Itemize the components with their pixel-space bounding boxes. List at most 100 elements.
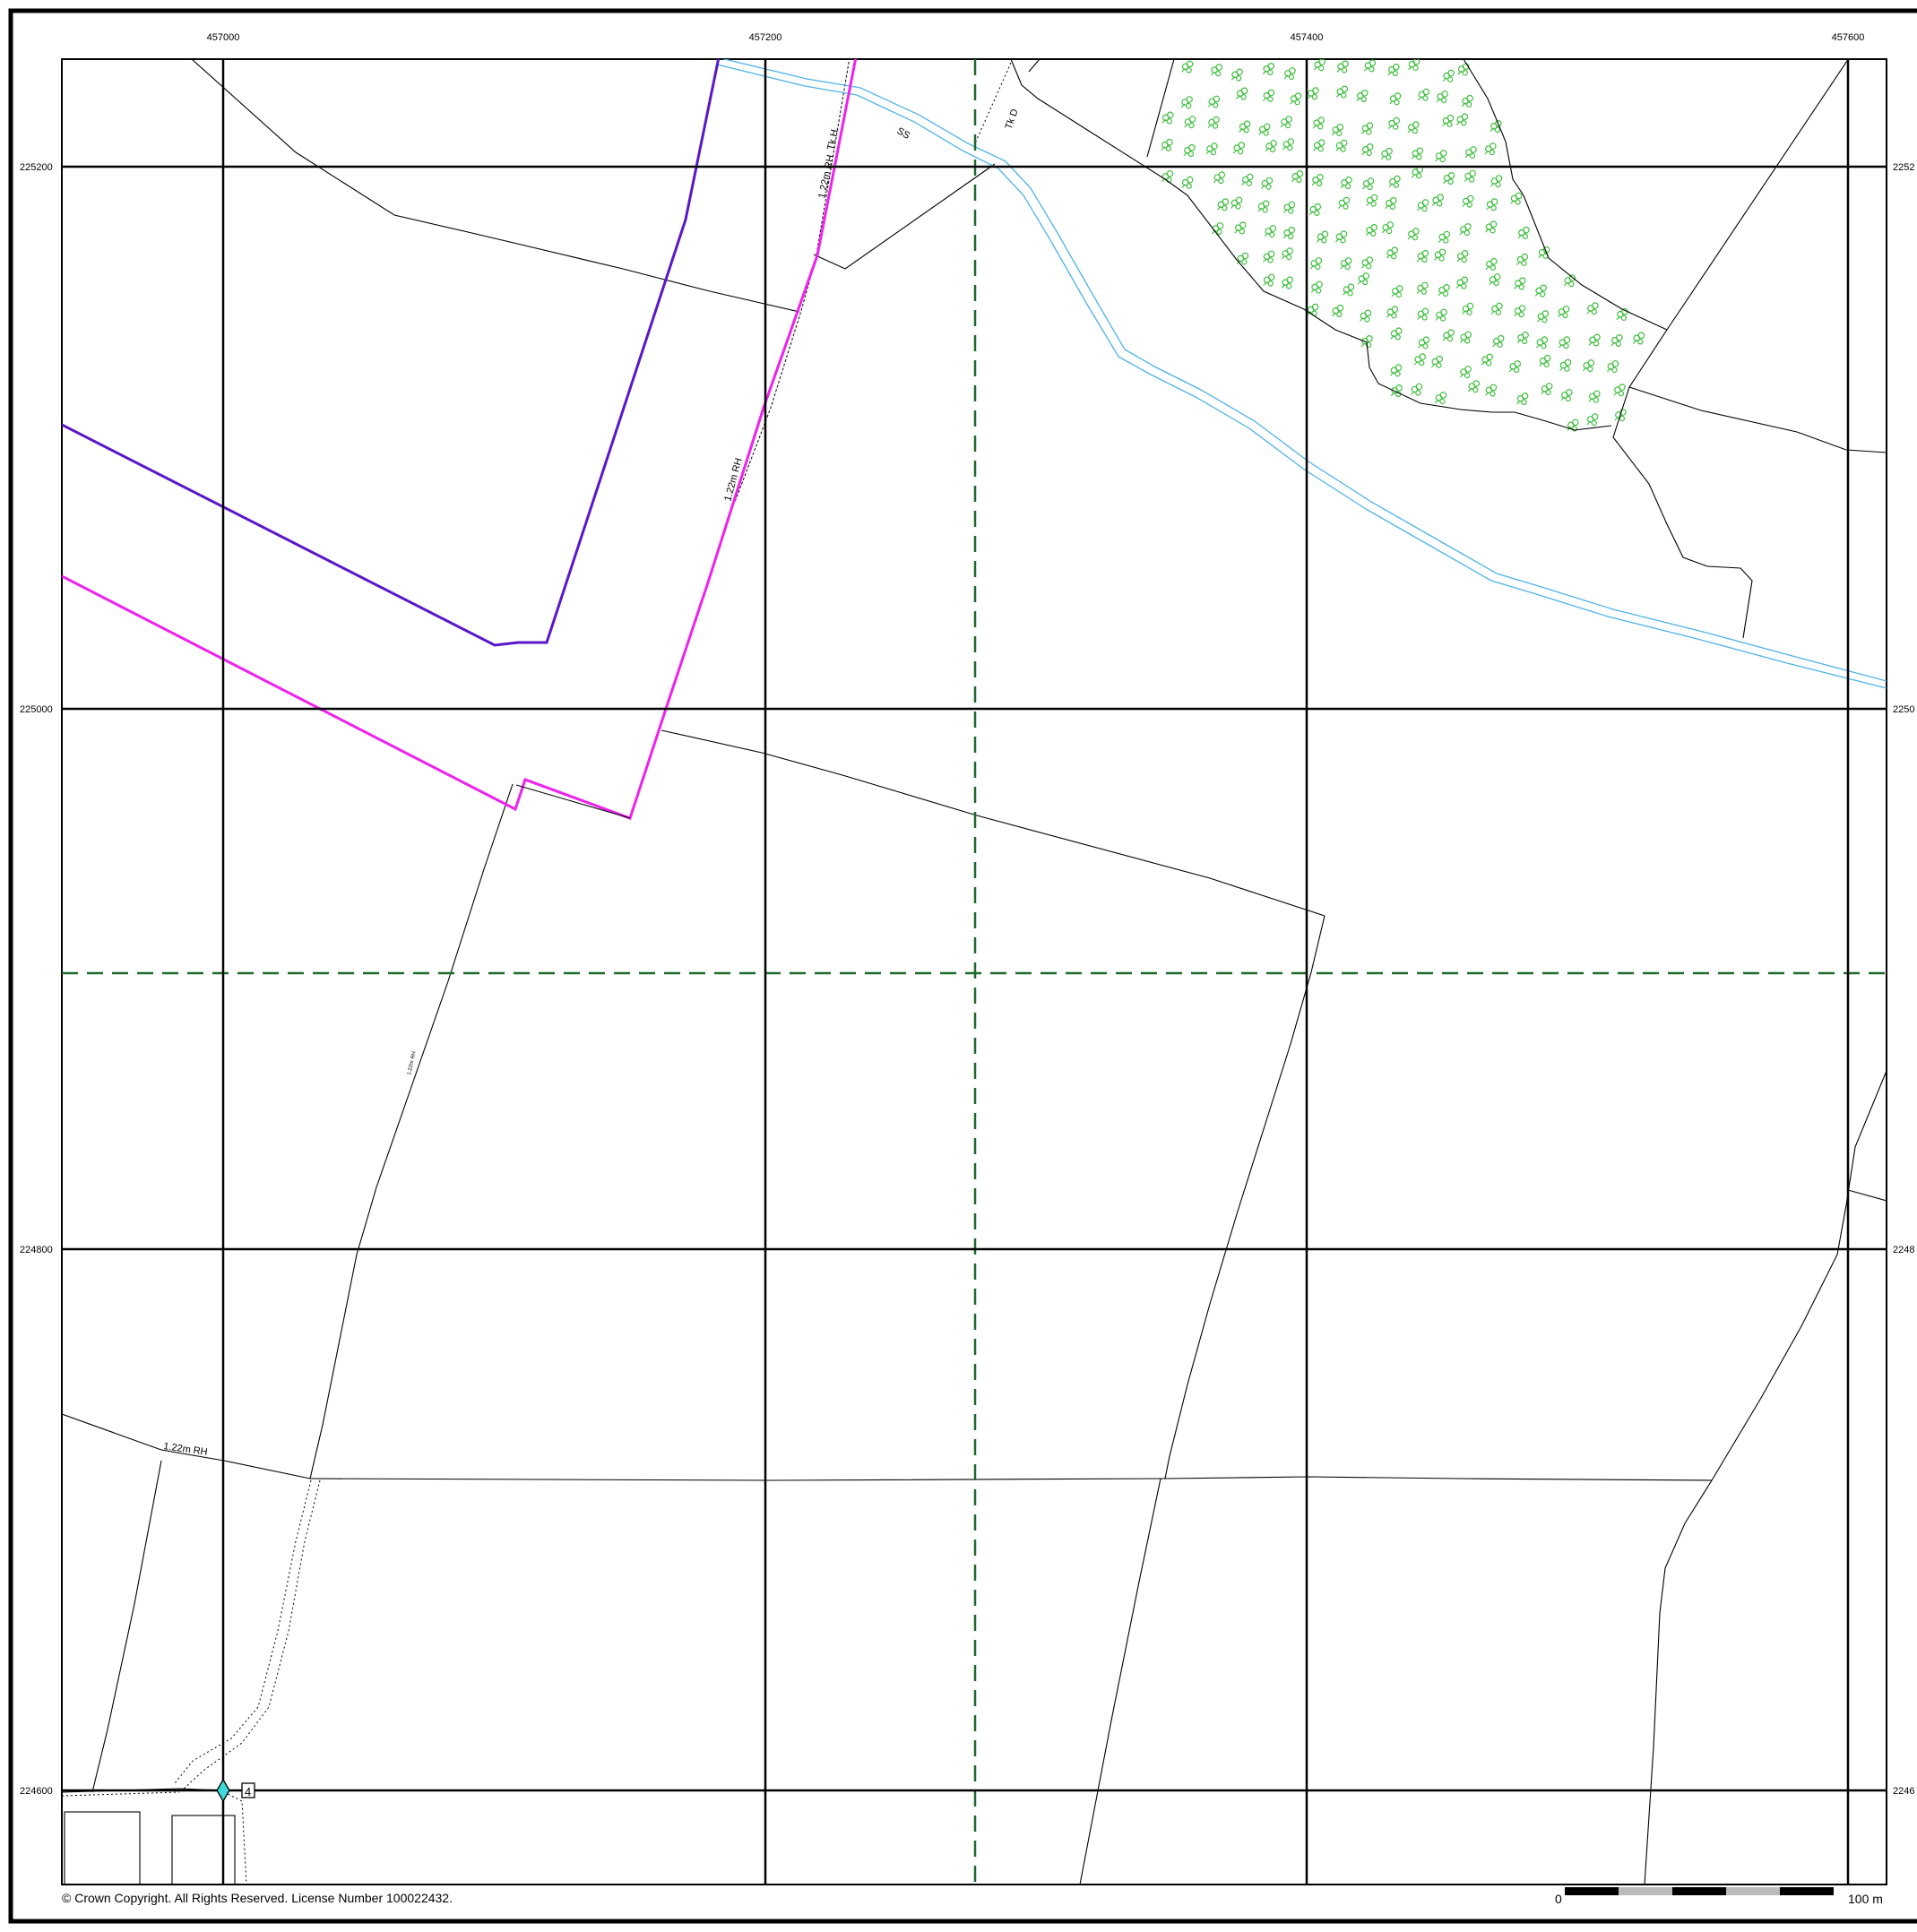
diamond-marker-icon[interactable] xyxy=(216,1778,230,1803)
tree-symbol-icon xyxy=(1313,59,1325,72)
tree-symbol-icon xyxy=(1613,384,1626,397)
scale-bar-start-label: 0 xyxy=(1555,1892,1562,1906)
scale-bar-segment xyxy=(1565,1887,1619,1895)
hedge-line xyxy=(734,59,851,503)
boundary-magenta xyxy=(62,59,858,820)
field-boundary xyxy=(813,163,996,270)
tree-symbol-icon xyxy=(1388,175,1401,188)
tree-symbol-icon xyxy=(1262,250,1275,263)
tree-symbol-icon xyxy=(1282,226,1295,239)
watercourse xyxy=(716,59,1887,689)
tree-symbol-icon xyxy=(1342,283,1355,297)
map-content: 1.22m RH Tk H Tk D SS 1.22m RH 1.22m RH … xyxy=(62,59,1887,1885)
field-boundary xyxy=(1164,915,1325,1479)
tree-symbol-icon xyxy=(1462,194,1474,208)
tree-symbol-icon xyxy=(1442,69,1455,82)
tree-symbol-icon xyxy=(1363,59,1377,73)
tree-symbol-icon xyxy=(1481,353,1493,367)
northing-label-right: 2250 xyxy=(1893,704,1914,715)
tree-symbol-icon xyxy=(1411,166,1423,179)
tree-symbol-icon xyxy=(1455,113,1469,126)
tree-symbol-icon xyxy=(1216,198,1230,211)
tree-symbol-icon xyxy=(1180,60,1194,73)
building-outline xyxy=(171,1815,236,1885)
track-lines xyxy=(62,62,1012,1885)
tree-symbol-icon xyxy=(1265,140,1277,153)
tree-symbol-icon xyxy=(1540,383,1553,396)
tree-symbol-icon xyxy=(1459,366,1472,379)
tree-symbol-icon xyxy=(1205,142,1218,156)
field-boundary xyxy=(1711,1070,1887,1481)
scale-bar-segment xyxy=(1726,1887,1780,1895)
tree-symbol-icon xyxy=(1430,355,1444,368)
tree-symbol-icon xyxy=(1588,333,1601,347)
copyright-notice: © Crown Copyright. All Rights Reserved. … xyxy=(62,1891,453,1905)
tree-symbol-icon xyxy=(1582,359,1595,373)
tree-symbol-icon xyxy=(1385,197,1397,211)
tree-symbol-icon xyxy=(1606,360,1619,374)
feature-labels: 1.22m RH Tk H Tk D SS 1.22m RH 1.22m RH … xyxy=(163,108,1021,1458)
tree-symbol-icon xyxy=(1485,257,1498,271)
tree-symbol-icon xyxy=(1311,174,1324,187)
tree-symbol-icon xyxy=(1558,336,1571,349)
field-boundary xyxy=(1010,59,1612,431)
tree-symbol-icon xyxy=(1262,63,1275,76)
tree-symbol-icon xyxy=(1387,64,1400,77)
tree-symbol-icon xyxy=(1331,304,1344,317)
scale-bar-segment xyxy=(1619,1887,1672,1895)
tree-symbol-icon xyxy=(1538,354,1551,367)
tree-symbol-icon xyxy=(1386,306,1399,319)
tree-symbol-icon xyxy=(1263,273,1275,287)
sheet-dashed-lines xyxy=(62,59,1887,1885)
tree-symbol-icon xyxy=(1484,384,1498,397)
grid-lines xyxy=(62,59,1887,1885)
tree-symbol-icon xyxy=(1334,139,1348,152)
field-boundary xyxy=(1079,1478,1161,1885)
hedge-label: 1.22m RH xyxy=(163,1441,209,1458)
northing-label: 225200 xyxy=(20,162,53,173)
tree-symbol-icon xyxy=(1312,116,1325,130)
station-marker[interactable]: 4 xyxy=(216,1778,255,1803)
tree-symbol-icon xyxy=(1386,246,1398,260)
tree-symbol-icon xyxy=(1389,364,1403,377)
tree-symbol-icon xyxy=(1241,173,1254,186)
scale-bar: 0 100 m xyxy=(1555,1887,1883,1906)
tree-symbol-icon xyxy=(1313,139,1325,152)
tree-symbol-icon xyxy=(1213,171,1226,185)
tree-symbol-icon xyxy=(1407,228,1420,241)
tree-symbol-icon xyxy=(1431,194,1444,207)
tree-symbol-icon xyxy=(1417,88,1430,101)
tree-symbol-icon xyxy=(1508,360,1521,374)
tree-symbol-icon xyxy=(1308,203,1322,216)
tree-symbol-icon xyxy=(1455,276,1469,289)
tree-symbol-icon xyxy=(1632,332,1645,345)
tree-symbol-icon xyxy=(1183,116,1196,129)
tree-symbol-icon xyxy=(1232,142,1245,155)
tree-symbol-icon xyxy=(1461,94,1473,108)
field-boundary xyxy=(1628,386,1887,453)
station-number: 4 xyxy=(245,1785,251,1798)
field-boundary xyxy=(191,59,800,313)
tree-symbol-icon xyxy=(1416,281,1429,295)
tree-symbol-icon xyxy=(1289,92,1302,106)
tree-symbol-icon xyxy=(1391,285,1403,298)
tree-symbol-icon xyxy=(1534,284,1547,298)
northing-label: 224600 xyxy=(20,1786,53,1797)
outer-frame xyxy=(8,8,1917,1924)
tree-symbol-icon xyxy=(1281,276,1293,289)
tree-symbol-icon xyxy=(1310,280,1323,294)
track-label: Tk H xyxy=(825,128,841,151)
tree-symbol-icon xyxy=(1535,336,1549,349)
field-boundary xyxy=(1666,59,1849,331)
tree-symbol-icon xyxy=(1517,226,1530,239)
tree-symbol-icon xyxy=(1357,272,1370,286)
tree-symbol-icon xyxy=(1339,257,1352,271)
tree-symbol-icon xyxy=(1211,222,1224,236)
tree-symbol-icon xyxy=(1280,116,1292,129)
northing-label-right: 2252 xyxy=(1893,162,1914,173)
tree-symbol-icon xyxy=(1230,196,1243,210)
tree-symbol-icon xyxy=(1586,413,1599,427)
boundary-purple xyxy=(62,59,721,647)
tree-symbol-icon xyxy=(1183,144,1196,158)
